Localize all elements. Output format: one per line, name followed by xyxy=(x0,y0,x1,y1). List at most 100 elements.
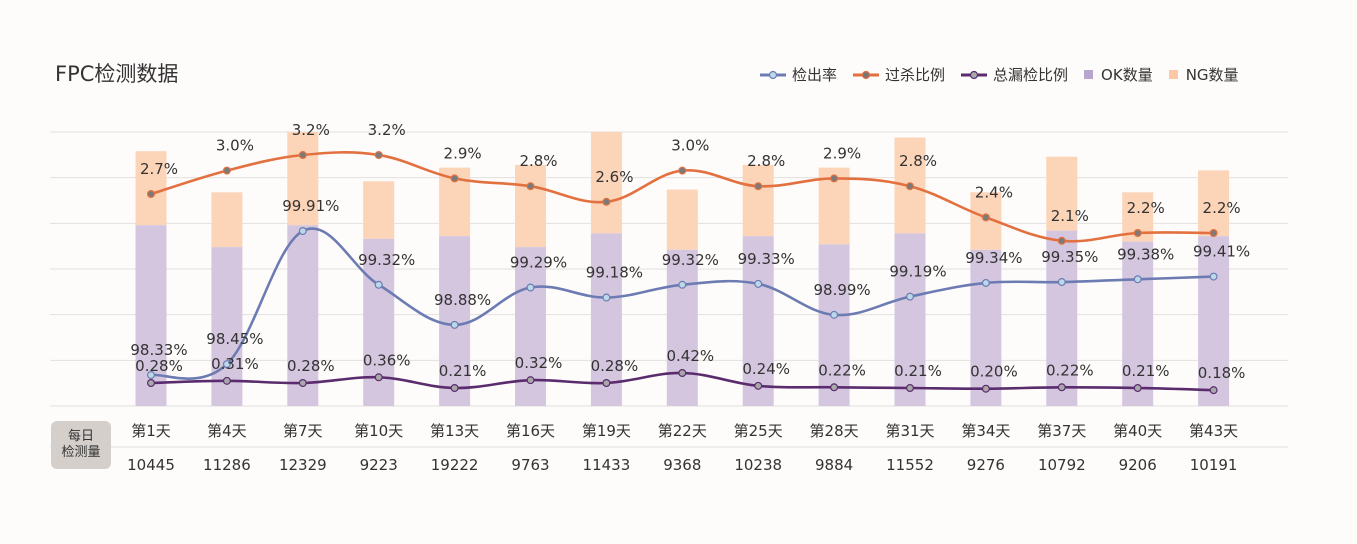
detection-rate-data-label: 99.91% xyxy=(282,197,339,215)
overkill-ratio-point xyxy=(526,182,535,191)
x-tick-label: 第4天 xyxy=(207,422,247,440)
overkill-ratio-point xyxy=(905,182,914,191)
miss-ratio-data-label: 0.22% xyxy=(818,361,866,379)
detection-rate-data-label: 99.41% xyxy=(1193,243,1250,261)
detection-rate-data-label: 98.88% xyxy=(434,291,491,309)
x-tick-label: 第40天 xyxy=(1113,422,1162,440)
daily-count-value: 10445 xyxy=(127,456,175,474)
ng-bar xyxy=(135,151,167,226)
legend-item-ng-count[interactable]: NG数量 xyxy=(1168,64,1239,85)
overkill-ratio-point xyxy=(147,190,156,199)
miss-ratio-point xyxy=(450,384,459,393)
ng-bar xyxy=(590,132,622,234)
daily-count-value: 11552 xyxy=(886,456,934,474)
miss-ratio-data-label: 0.28% xyxy=(287,357,335,375)
detection-rate-data-label: 99.19% xyxy=(889,263,946,281)
overkill-ratio-data-label: 2.9% xyxy=(444,144,482,162)
miss-ratio-data-label: 0.32% xyxy=(515,354,563,372)
miss-ratio-data-label: 0.28% xyxy=(135,357,183,375)
miss-ratio-point xyxy=(981,384,990,393)
detection-rate-point xyxy=(298,227,307,236)
legend-swatch xyxy=(1084,70,1094,79)
detection-rate-point xyxy=(830,310,839,319)
detection-rate-point xyxy=(1209,272,1218,281)
detection-rate-point xyxy=(754,279,763,288)
daily-count-value: 9884 xyxy=(815,456,853,474)
miss-ratio-data-label: 0.22% xyxy=(1046,361,1094,379)
legend-item-miss-rate[interactable]: 总漏检比例 xyxy=(961,64,1068,85)
detection-rate-data-label: 98.99% xyxy=(813,281,870,299)
miss-ratio-point xyxy=(222,376,231,385)
daily-count-value: 10792 xyxy=(1038,456,1086,474)
overkill-ratio-data-label: 2.1% xyxy=(1051,207,1089,225)
overkill-ratio-data-label: 2.8% xyxy=(519,152,557,170)
overkill-ratio-point xyxy=(298,151,307,160)
miss-ratio-point xyxy=(905,384,914,393)
overkill-ratio-point xyxy=(981,213,990,222)
miss-ratio-data-label: 0.42% xyxy=(666,347,714,365)
x-tick-label: 第19天 xyxy=(582,422,631,440)
detection-rate-point xyxy=(1133,275,1142,284)
row-label-line-1: 每日 xyxy=(67,429,94,444)
ok-bar xyxy=(1046,230,1078,406)
overkill-ratio-data-label: 2.2% xyxy=(1127,199,1165,217)
detection-rate-point xyxy=(1057,278,1066,287)
detection-rate-point xyxy=(678,280,687,289)
detection-rate-data-label: 99.32% xyxy=(662,251,719,269)
overkill-ratio-data-label: 2.9% xyxy=(823,144,861,162)
x-tick-label: 第31天 xyxy=(885,422,934,440)
x-tick-label: 第37天 xyxy=(1037,422,1086,440)
overkill-ratio-data-label: 2.6% xyxy=(595,168,633,186)
overkill-ratio-data-label: 3.2% xyxy=(368,121,406,139)
miss-ratio-point xyxy=(1209,386,1218,395)
detection-rate-data-label: 99.32% xyxy=(358,251,415,269)
ok-bar xyxy=(590,233,622,406)
legend-item-ok-count[interactable]: OK数量 xyxy=(1084,64,1153,85)
miss-ratio-data-label: 0.21% xyxy=(1122,362,1170,380)
detection-rate-point xyxy=(147,371,156,380)
x-tick-label: 第1天 xyxy=(131,422,171,440)
ok-bar xyxy=(818,244,850,406)
miss-ratio-data-label: 0.18% xyxy=(1198,364,1246,382)
legend-item-overkill[interactable]: 过杀比例 xyxy=(853,64,945,85)
miss-ratio-data-label: 0.31% xyxy=(211,355,259,373)
detection-rate-point xyxy=(450,320,459,329)
detection-rate-data-label: 98.45% xyxy=(206,330,263,348)
legend-line-marker xyxy=(760,70,786,79)
legend-item-detection-rate[interactable]: 检出率 xyxy=(760,64,837,85)
legend-line-marker xyxy=(961,70,988,79)
overkill-ratio-point xyxy=(754,182,763,191)
overkill-ratio-point xyxy=(830,174,839,183)
detection-rate-data-label: 99.35% xyxy=(1041,248,1098,266)
miss-ratio-data-label: 0.24% xyxy=(742,360,790,378)
detection-rate-point xyxy=(905,292,914,301)
daily-count-value: 9276 xyxy=(967,456,1005,474)
miss-ratio-point xyxy=(1133,384,1142,393)
ok-bar xyxy=(1122,241,1154,406)
miss-ratio-data-label: 0.21% xyxy=(439,362,487,380)
ok-bar xyxy=(666,249,698,406)
detection-rate-data-label: 99.29% xyxy=(510,254,567,272)
detection-rate-data-label: 99.33% xyxy=(738,250,795,268)
overkill-ratio-point xyxy=(450,174,459,183)
legend-label: NG数量 xyxy=(1185,66,1239,84)
daily-count-value: 11286 xyxy=(203,456,251,474)
daily-count-value: 19222 xyxy=(431,456,479,474)
miss-ratio-data-label: 0.21% xyxy=(894,362,942,380)
overkill-ratio-data-label: 2.2% xyxy=(1203,199,1241,217)
miss-ratio-point xyxy=(830,383,839,392)
x-tick-label: 第28天 xyxy=(810,422,859,440)
overkill-ratio-point xyxy=(1209,229,1218,238)
x-tick-label: 第43天 xyxy=(1189,422,1238,440)
daily-count-value: 9223 xyxy=(360,456,398,474)
x-tick-label: 第7天 xyxy=(283,422,323,440)
miss-ratio-point xyxy=(526,376,535,385)
legend-label: 总漏检比例 xyxy=(993,66,1069,84)
miss-ratio-data-label: 0.36% xyxy=(363,351,411,369)
daily-count-value: 9763 xyxy=(511,456,549,474)
ok-bar xyxy=(287,225,319,406)
detection-rate-data-label: 99.34% xyxy=(965,249,1022,267)
daily-count-value: 9206 xyxy=(1119,456,1157,474)
x-tick-label: 第10天 xyxy=(354,422,403,440)
